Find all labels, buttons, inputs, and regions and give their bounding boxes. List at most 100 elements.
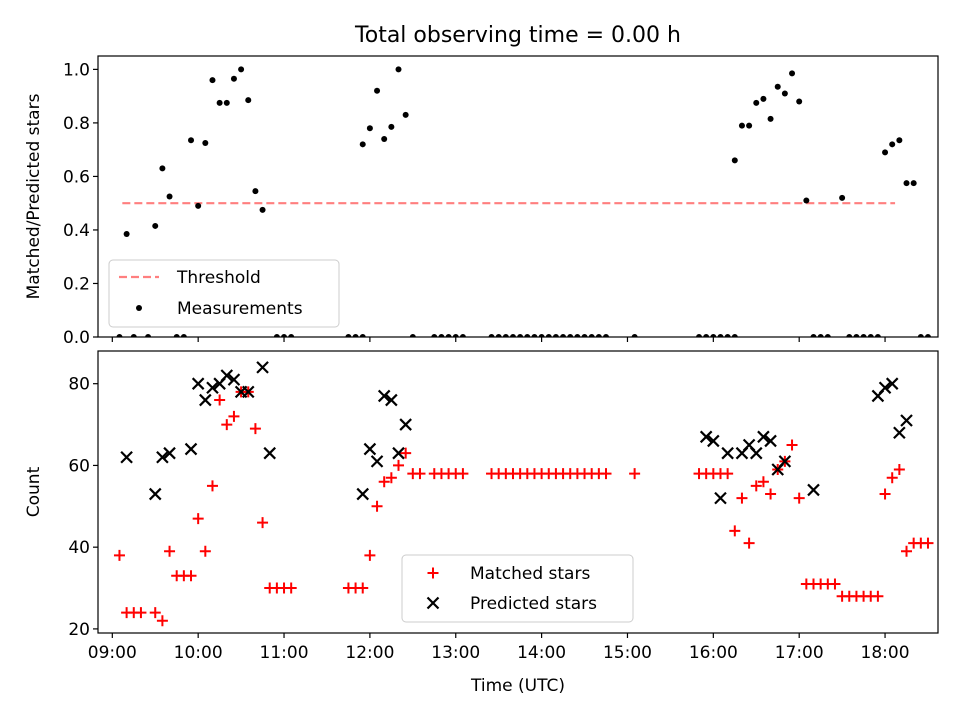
measurement-point (588, 334, 595, 337)
predicted-stars-point (227, 373, 241, 386)
data-points (116, 66, 931, 337)
y-tick-label: 0.2 (63, 274, 90, 294)
measurement-point (273, 334, 280, 337)
measurement-point (116, 334, 123, 337)
measurement-point (202, 139, 209, 146)
predicted-stars-point (749, 446, 763, 460)
count-panel: 20 40 60 80 09:00 10:00 11:00 12:00 13:00 14:00 15… (24, 350, 939, 696)
predicted-stars-point (377, 389, 391, 403)
measurement-point (774, 83, 781, 90)
measurement-point (173, 334, 180, 337)
x-tick-label: 17:00 (775, 643, 824, 663)
matched-stars-point (786, 439, 798, 451)
matched-stars-point (879, 488, 891, 500)
axes-frame (97, 55, 939, 338)
matched-stars-point (113, 549, 125, 561)
measurement-point (889, 141, 896, 148)
y-tick-label: 40 (68, 538, 90, 558)
matched-stars-point (414, 468, 426, 480)
measurement-point (724, 334, 731, 337)
measurement-point (188, 137, 195, 144)
matched-stars-point (371, 500, 383, 512)
measurement-point (631, 334, 638, 337)
measurement-point (560, 334, 567, 337)
measurement-point (717, 334, 724, 337)
measurement-point (767, 115, 774, 122)
predicted-stars-point (392, 446, 405, 460)
predicted-stars-point (241, 385, 255, 399)
predicted-stars-point (156, 450, 169, 464)
measurement-point (502, 334, 509, 337)
matched-stars-point (214, 394, 226, 406)
measurement-point (746, 122, 753, 129)
measurement-point (281, 334, 288, 337)
predicted-stars-point (263, 446, 276, 460)
legend-predicted-label: Predicted stars (470, 594, 597, 614)
legend-measurements-swatch (136, 305, 142, 311)
measurement-point (495, 334, 502, 337)
legend-matched-swatch (427, 567, 439, 579)
legend-threshold-label: Threshold (176, 268, 261, 288)
measurement-point (531, 334, 538, 337)
matched-stars-point (629, 468, 641, 480)
legend: Threshold Measurements (108, 259, 340, 328)
legend: Matched stars Predicted stars (401, 554, 634, 623)
matched-stars-point (872, 590, 884, 602)
measurement-point (710, 334, 717, 337)
measurement-point (731, 334, 738, 337)
measurement-point (352, 334, 359, 337)
matched-stars-point (228, 410, 240, 422)
predicted-stars-point (206, 381, 219, 395)
predicted-stars-point (721, 446, 734, 460)
measurement-point (409, 334, 416, 337)
legend-box (401, 554, 634, 623)
y-tick-label: 0.8 (63, 114, 90, 134)
predicted-stars-point (399, 418, 412, 431)
measurement-point (538, 334, 545, 337)
measurement-point (195, 202, 202, 209)
predicted-stars-point (714, 491, 727, 505)
x-tick-label: 13:00 (431, 643, 480, 663)
matched-stars-point (357, 582, 369, 594)
matched-stars-point (722, 468, 734, 480)
predicted-stars-point (385, 393, 398, 407)
measurement-point (839, 194, 846, 201)
measurement-point (796, 98, 803, 105)
measurement-point (209, 77, 216, 84)
measurement-point (366, 125, 373, 132)
measurement-point (738, 122, 745, 129)
matched-stars-point (199, 545, 211, 557)
matched-stars-point (750, 480, 762, 492)
measurement-point (452, 334, 459, 337)
measurement-point (703, 334, 710, 337)
measurement-point (552, 334, 559, 337)
measurement-point (238, 66, 245, 73)
measurement-point (402, 111, 409, 118)
measurement-point (388, 123, 395, 130)
matched-stars-point (400, 447, 412, 459)
predicted-stars-point (885, 377, 899, 390)
measurement-point (924, 334, 931, 337)
y-axis-label: Count (24, 466, 44, 517)
matched-stars-point (393, 459, 405, 471)
x-tick-label: 09:00 (88, 643, 137, 663)
x-tick-label: 18:00 (861, 643, 910, 663)
data-points (113, 361, 934, 627)
matched-stars-point (829, 578, 841, 590)
matched-stars-point (164, 545, 176, 557)
matched-stars-point (285, 582, 297, 594)
measurement-point (817, 334, 824, 337)
measurement-point (345, 334, 352, 337)
matched-stars-point (192, 513, 204, 525)
predicted-stars-point (893, 426, 906, 440)
x-tick-label: 14:00 (517, 643, 566, 663)
measurement-point (524, 334, 531, 337)
x-tick-label: 10:00 (174, 643, 223, 663)
matched-stars-point (457, 468, 469, 480)
measurement-point (374, 87, 381, 94)
measurement-point (359, 334, 366, 337)
matched-stars-point (149, 607, 161, 619)
predicted-stars-point (707, 434, 720, 448)
measurement-point (867, 334, 874, 337)
predicted-stars-point (807, 483, 820, 497)
